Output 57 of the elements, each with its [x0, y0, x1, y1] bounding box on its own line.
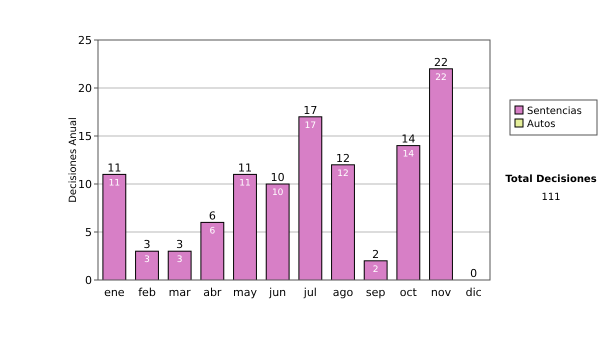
- data-label: 3: [176, 255, 183, 266]
- total-label: 17: [303, 104, 318, 117]
- total-label: 2: [372, 248, 380, 261]
- bar: [266, 184, 290, 280]
- y-axis-title: Decisiones Anual: [68, 117, 79, 203]
- x-tick-label: ene: [104, 286, 125, 299]
- total-label: 14: [401, 132, 416, 146]
- x-tick-label: jun: [268, 286, 286, 299]
- total-label: 3: [144, 238, 150, 252]
- legend-label: Autos: [527, 119, 556, 130]
- total-label: 6: [208, 209, 216, 222]
- data-label: 2: [372, 264, 379, 275]
- total-label: 12: [336, 152, 350, 165]
- y-tick-label: 20: [78, 82, 92, 95]
- data-label: 12: [337, 168, 349, 179]
- x-tick-label: dic: [466, 286, 482, 299]
- x-tick-label: ago: [332, 286, 354, 299]
- x-tick-label: oct: [400, 286, 418, 299]
- data-label: 22: [435, 72, 447, 83]
- bar: [200, 222, 224, 280]
- bar: [298, 116, 322, 280]
- data-label: 14: [402, 150, 414, 160]
- total-label: 10: [270, 171, 285, 184]
- bar: [102, 174, 126, 280]
- data-label: 6: [209, 226, 216, 236]
- data-label: 11: [108, 178, 120, 188]
- y-tick-label: 25: [78, 34, 92, 47]
- data-label: 10: [272, 188, 284, 198]
- x-tick-label: abr: [203, 286, 222, 299]
- bar: [233, 174, 257, 280]
- data-label: 3: [144, 255, 150, 266]
- data-label: 11: [239, 178, 251, 188]
- x-tick-label: jul: [302, 286, 317, 299]
- y-tick-label: 0: [85, 274, 92, 287]
- total-label: 11: [238, 161, 252, 174]
- y-tick-label: 10: [78, 178, 92, 191]
- x-tick-label: mar: [168, 286, 192, 299]
- bar: [331, 164, 355, 280]
- legend-label: Sentencias: [527, 106, 582, 117]
- bar: [168, 250, 192, 280]
- bar: [135, 250, 159, 280]
- total-label: 22: [434, 56, 448, 69]
- x-tick-label: feb: [138, 286, 156, 299]
- y-tick-label: 5: [85, 226, 92, 239]
- text: Total Decisiones: [505, 174, 597, 185]
- total-label: 3: [176, 238, 184, 252]
- bar: [396, 145, 420, 280]
- data-label: 17: [304, 120, 316, 131]
- total-label: 0: [470, 267, 478, 280]
- x-tick-label: may: [233, 286, 258, 299]
- y-tick-label: 15: [78, 130, 92, 143]
- bar: [429, 68, 453, 280]
- total-label: 11: [107, 161, 122, 174]
- text: 111: [541, 192, 561, 203]
- bar: [364, 260, 388, 280]
- x-tick-label: nov: [430, 286, 452, 299]
- x-tick-label: sep: [366, 286, 386, 299]
